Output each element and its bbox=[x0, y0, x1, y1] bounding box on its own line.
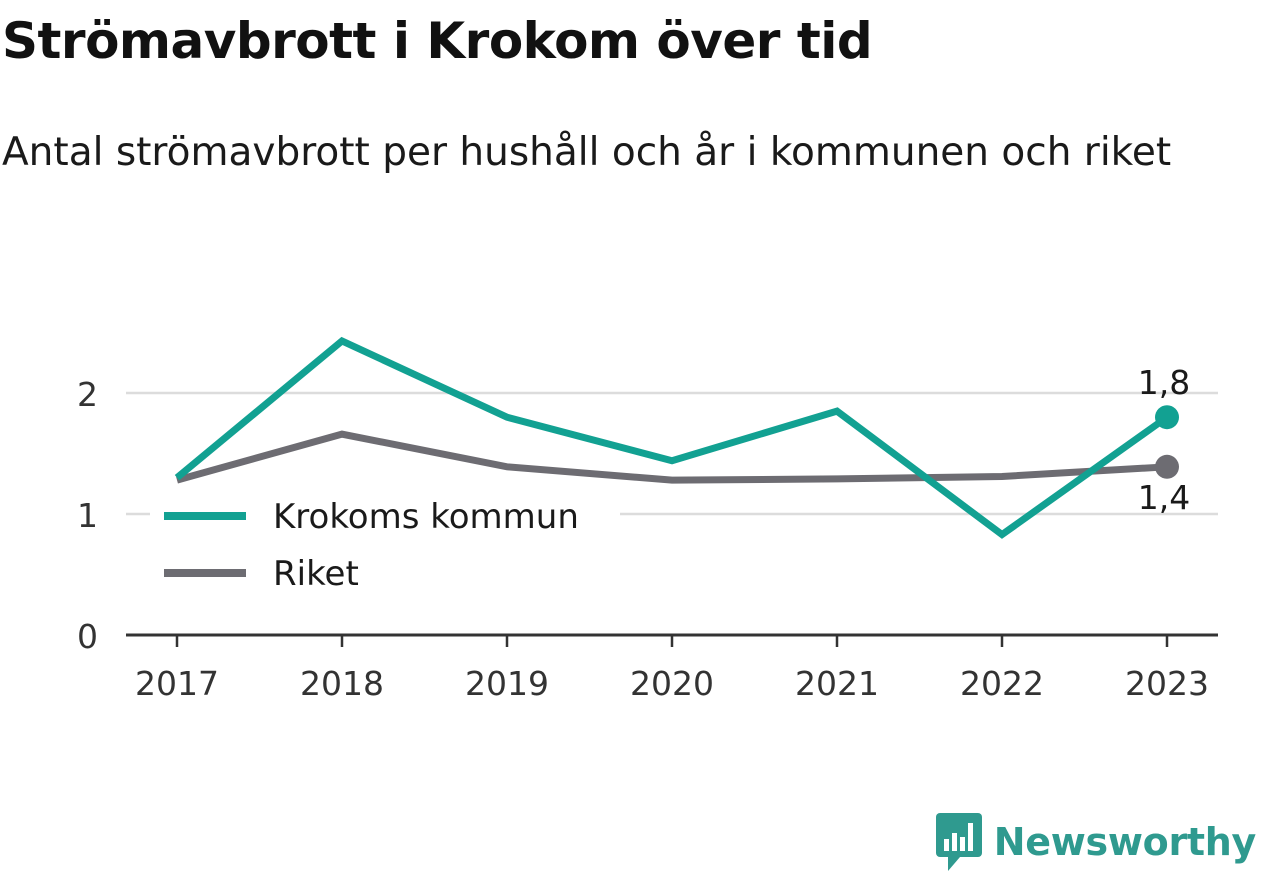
x-tick-label: 2020 bbox=[630, 664, 714, 703]
chart-title: Strömavbrott i Krokom över tid bbox=[2, 12, 873, 70]
x-tick-label: 2017 bbox=[135, 664, 219, 703]
series-lines bbox=[174, 336, 1179, 539]
data-point bbox=[1155, 454, 1179, 479]
legend-label: Krokoms kommun bbox=[273, 497, 579, 537]
bar-chart-icon bbox=[935, 813, 982, 871]
x-tick-label: 2023 bbox=[1125, 664, 1209, 703]
x-tick-label: 2022 bbox=[960, 664, 1044, 703]
y-axis-ticks: 0 1 2 bbox=[77, 375, 98, 656]
legend-label: Riket bbox=[273, 554, 359, 594]
y-tick-label: 1 bbox=[77, 496, 98, 535]
end-value-label: 1,8 bbox=[1138, 363, 1190, 402]
data-point bbox=[1155, 405, 1179, 430]
end-labels: 1,8 1,4 bbox=[1138, 363, 1190, 517]
y-tick-label: 0 bbox=[77, 617, 98, 656]
x-axis-ticks: 2017 2018 2019 2020 2021 2022 2023 bbox=[135, 635, 1209, 703]
brand-logo: Newsworthy bbox=[934, 807, 1256, 877]
x-tick-label: 2021 bbox=[795, 664, 879, 703]
x-tick-label: 2019 bbox=[465, 664, 549, 703]
brand-name: Newsworthy bbox=[993, 820, 1257, 864]
y-tick-label: 2 bbox=[77, 375, 98, 414]
legend: Krokoms kommun Riket bbox=[150, 486, 620, 595]
end-value-label: 1,4 bbox=[1138, 478, 1190, 517]
chart-subtitle: Antal strömavbrott per hushåll och år i … bbox=[2, 130, 1172, 175]
x-tick-label: 2018 bbox=[300, 664, 384, 703]
